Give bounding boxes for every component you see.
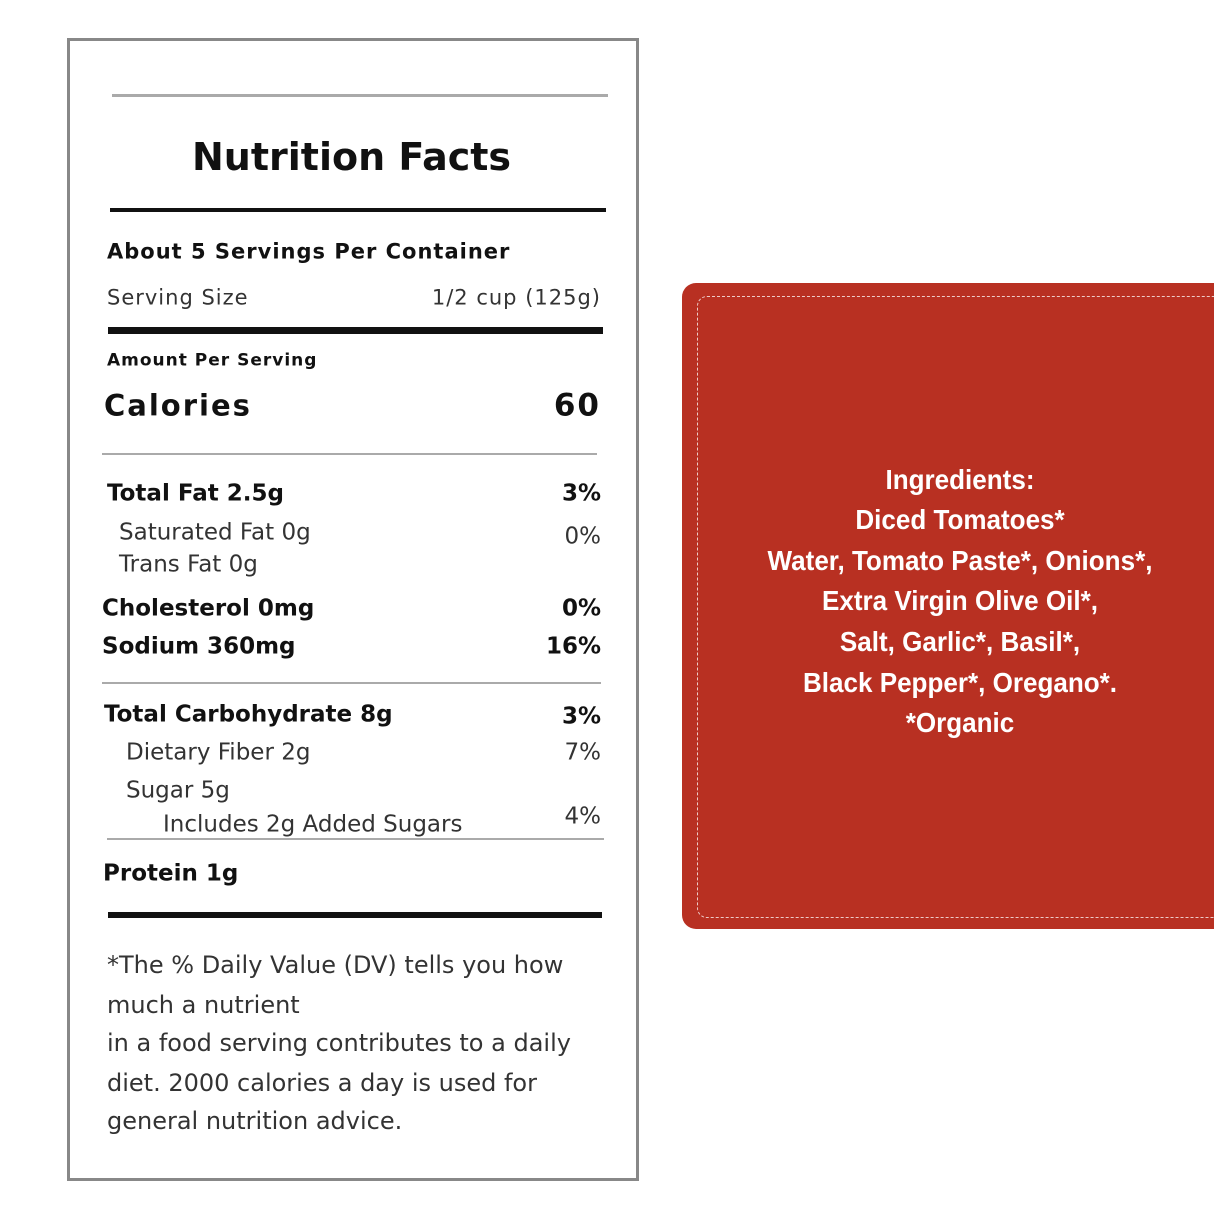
row-label: Saturated Fat 0g xyxy=(119,519,311,546)
ingredients-line: Extra Virgin Olive Oil*, xyxy=(822,585,1098,616)
calories-label: Calories xyxy=(104,388,252,423)
ingredients-line: Black Pepper*, Oregano*. xyxy=(802,667,1118,698)
rule xyxy=(110,208,606,212)
rule xyxy=(108,327,603,334)
footnote-line: in a food serving contributes to a daily xyxy=(107,1029,571,1057)
footnote-line: much a nutrient xyxy=(107,991,300,1019)
ingredients-line: Ingredients: xyxy=(885,464,1035,495)
footnote-line: general nutrition advice. xyxy=(107,1107,403,1135)
row-label: Protein 1g xyxy=(103,860,239,887)
ingredients-line: Water, Tomato Paste*, Onions*, xyxy=(767,545,1153,576)
rule xyxy=(112,94,608,97)
ingredients-line: Salt, Garlic*, Basil*, xyxy=(839,626,1081,657)
row-dv: 4% xyxy=(564,803,602,830)
serving-size-label: Serving Size xyxy=(107,285,249,310)
row-label: Trans Fat 0g xyxy=(119,551,258,578)
row-dv: 16% xyxy=(545,633,601,660)
row-dv: 0% xyxy=(561,595,601,622)
footnote-line: *The % Daily Value (DV) tells you how xyxy=(107,951,564,979)
amount-per-serving: Amount Per Serving xyxy=(107,350,318,371)
row-dv: 7% xyxy=(564,739,602,766)
row-label: Total Fat 2.5g xyxy=(107,480,284,507)
panel-border xyxy=(697,296,1214,918)
rule xyxy=(102,682,601,684)
row-dv: 0% xyxy=(564,523,602,550)
row-label: Includes 2g Added Sugars xyxy=(163,811,463,838)
row-label: Total Carbohydrate 8g xyxy=(104,701,393,728)
rule xyxy=(107,838,604,840)
rule xyxy=(108,912,602,918)
row-label: Dietary Fiber 2g xyxy=(126,739,311,766)
serving-size-value: 1/2 cup (125g) xyxy=(431,285,601,310)
ingredients-line: Diced Tomatoes* xyxy=(855,504,1065,535)
rule xyxy=(102,453,597,455)
ingredients-panel xyxy=(682,283,1214,929)
row-dv: 3% xyxy=(561,703,601,730)
title: Nutrition Facts xyxy=(192,135,512,179)
row-label: Sugar 5g xyxy=(126,777,230,804)
row-label: Sodium 360mg xyxy=(102,633,296,660)
row-dv: 3% xyxy=(561,480,601,507)
servings: About 5 Servings Per Container xyxy=(107,239,511,264)
footnote-line: diet. 2000 calories a day is used for xyxy=(107,1069,537,1097)
calories-value: 60 xyxy=(553,387,601,424)
row-label: Cholesterol 0mg xyxy=(102,595,315,622)
ingredients-line: *Organic xyxy=(905,707,1015,738)
label-box xyxy=(67,38,639,1181)
